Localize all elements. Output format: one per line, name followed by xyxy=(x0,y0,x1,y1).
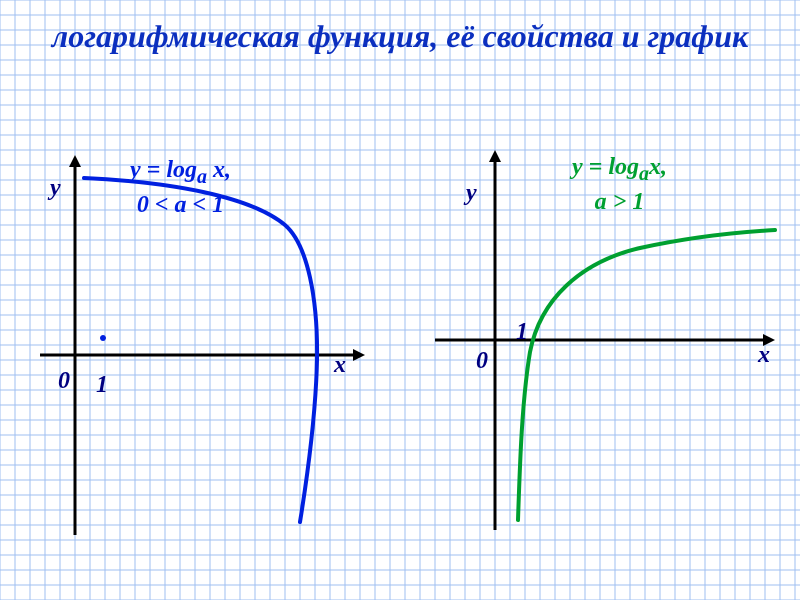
plot-log-increasing xyxy=(0,0,800,600)
right-x-axis-label: х xyxy=(758,342,770,369)
equation-right: y = logax, a > 1 xyxy=(572,152,667,218)
equation-right-line2: a > 1 xyxy=(595,189,645,215)
right-y-axis-label: у xyxy=(466,180,477,207)
right-one-tick-label: 1 xyxy=(516,319,528,346)
equation-right-line1: y = logax, xyxy=(572,154,667,180)
right-origin-label: 0 xyxy=(476,348,488,375)
